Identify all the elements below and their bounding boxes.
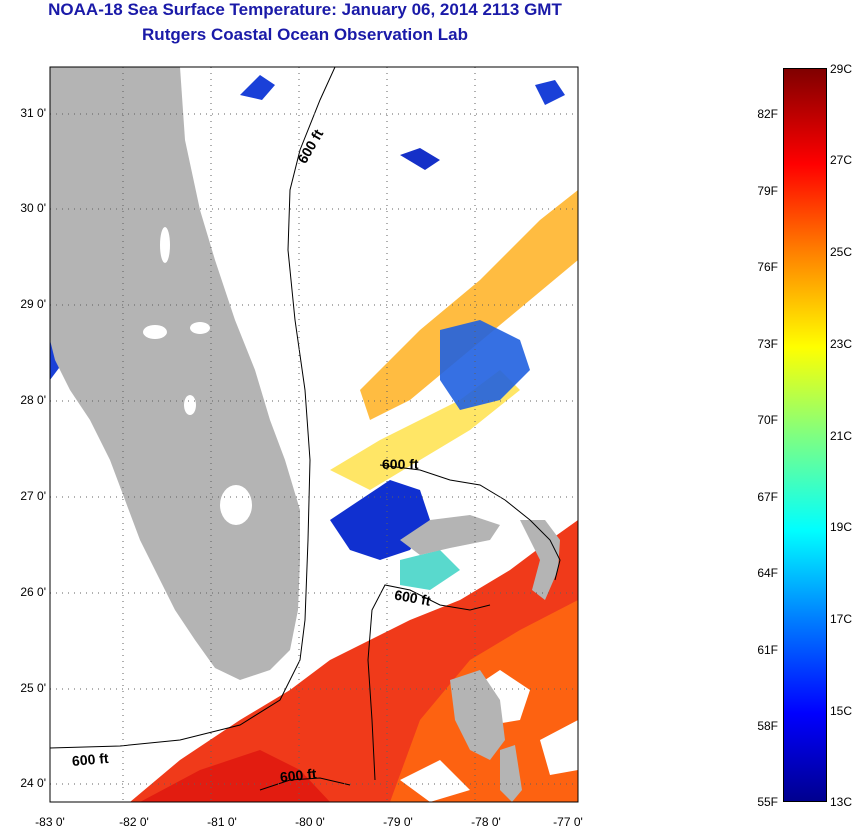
page-subtitle: Rutgers Coastal Ocean Observation Lab (142, 25, 468, 44)
colorbar-f-label: 70F (757, 413, 778, 427)
bahamas-island-grand (400, 515, 500, 555)
temperature-colorbar (783, 68, 827, 802)
inland-cloud-4 (160, 227, 170, 263)
lat-label: 26 0' (20, 585, 46, 599)
sst-filament-band (360, 190, 578, 420)
lat-label: 24 0' (20, 776, 46, 790)
colorbar-f-label: 76F (757, 260, 778, 274)
colorbar-f-label: 61F (757, 643, 778, 657)
lat-label: 28 0' (20, 393, 46, 407)
inland-cloud-2 (190, 322, 210, 334)
lat-label: 30 0' (20, 201, 46, 215)
contour-label: 600 ft (382, 456, 419, 472)
lon-label: -78 0' (471, 815, 501, 829)
colorbar-f-label: 73F (757, 337, 778, 351)
colorbar-c-label: 27C (830, 153, 853, 167)
isobath-east-florida (50, 67, 336, 749)
colorbar-f-label: 67F (757, 490, 778, 504)
page-title: NOAA-18 Sea Surface Temperature: January… (48, 0, 562, 19)
colorbar-c-label: 29C (830, 62, 853, 76)
lon-label: -81 0' (207, 815, 237, 829)
isobath-bahamas-west (367, 584, 491, 781)
inland-cloud-1 (143, 325, 167, 339)
cold-patch-mid (440, 320, 530, 410)
map-frame (49, 66, 579, 803)
lon-label: -77 0' (553, 815, 583, 829)
colorbar-c-label: 19C (830, 520, 853, 534)
colorbar-f-label: 82F (757, 107, 778, 121)
lon-label: -82 0' (119, 815, 149, 829)
cold-patch-north-3 (535, 80, 565, 105)
lat-label: 29 0' (20, 297, 46, 311)
colorbar-f-label: 55F (757, 795, 778, 809)
colorbar-c-label: 15C (830, 704, 853, 718)
isobath-south (259, 777, 351, 791)
lat-label: 27 0' (20, 489, 46, 503)
colorbar-c-label: 17C (830, 612, 853, 626)
lat-label: 31 0' (20, 106, 46, 120)
colorbar-c-label: 13C (830, 795, 853, 809)
isobath-bahamas (379, 464, 561, 581)
bahamas-island-eleuthera (500, 745, 522, 802)
red-cluster-lower (140, 750, 330, 802)
lon-label: -79 0' (383, 815, 413, 829)
colorbar-f-label: 58F (757, 719, 778, 733)
colorbar-c-label: 21C (830, 429, 853, 443)
colorbar-c-label: 23C (830, 337, 853, 351)
contour-label: 600 ft (71, 750, 109, 769)
clouds-south (400, 670, 578, 802)
cold-patch-north-2 (400, 148, 440, 170)
lat-label: 25 0' (20, 681, 46, 695)
graticule (50, 67, 578, 802)
contour-label: 600 ft (393, 587, 432, 609)
cyan-patch (400, 550, 460, 590)
contour-label: 600 ft (279, 765, 317, 785)
inland-cloud-3 (184, 395, 196, 415)
cold-patch-north-1 (240, 75, 275, 100)
lon-label: -83 0' (35, 815, 65, 829)
colorbar-c-label: 25C (830, 245, 853, 259)
lon-label: -80 0' (295, 815, 325, 829)
lake-okeechobee (220, 485, 252, 525)
colorbar-f-label: 79F (757, 184, 778, 198)
florida-landmass (50, 67, 300, 680)
colorbar-f-label: 64F (757, 566, 778, 580)
bahamas-island-andros (450, 670, 505, 760)
